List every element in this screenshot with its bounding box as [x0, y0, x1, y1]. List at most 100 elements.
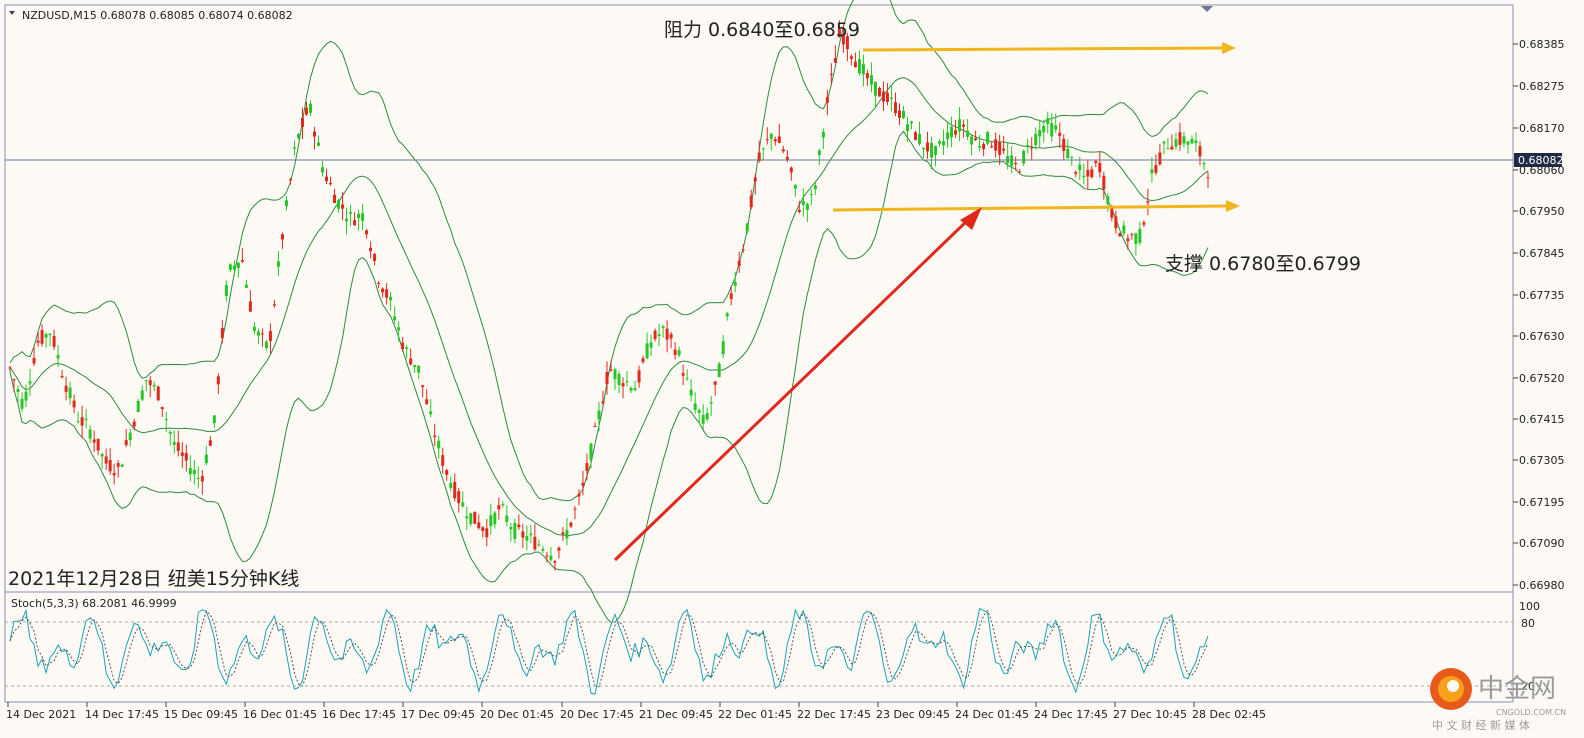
brand-name: 中金网 — [1478, 674, 1556, 704]
candle-body — [841, 34, 845, 45]
resistance-label: 阻力 0.6840至0.6859 — [664, 19, 860, 41]
candle-body — [817, 150, 821, 156]
candle-body — [341, 204, 345, 209]
time-tick-label: 14 Dec 17:45 — [85, 708, 159, 721]
candle-body — [1150, 169, 1154, 174]
candle-body — [321, 167, 325, 173]
candle-body — [260, 333, 264, 335]
candle-body — [529, 533, 533, 536]
candle-body — [1110, 207, 1114, 218]
candle-body — [329, 183, 333, 185]
time-tick-label: 20 Dec 17:45 — [560, 708, 634, 721]
candle-body — [481, 527, 485, 532]
candle-body — [1130, 234, 1134, 236]
candle-body — [978, 146, 982, 148]
candle-body — [517, 524, 521, 528]
price-tick-label: 0.67630 — [1519, 330, 1565, 343]
stoch-label: Stoch(5,3,3) 68.2081 46.9999 — [11, 597, 177, 610]
candle-body — [609, 369, 613, 371]
candle-body — [633, 388, 637, 391]
candle-body — [12, 379, 16, 381]
candle-body — [345, 218, 349, 222]
candle-body — [501, 503, 505, 506]
candle-body — [829, 73, 833, 75]
candle-body — [56, 355, 60, 359]
candle-body — [970, 136, 974, 145]
candle-body — [745, 223, 749, 232]
candle-body — [998, 142, 1002, 155]
candle-body — [168, 431, 172, 434]
candle-body — [877, 87, 881, 97]
candle-body — [465, 516, 469, 519]
time-tick-label: 17 Dec 09:45 — [401, 708, 475, 721]
candle-body — [757, 152, 761, 162]
candle-body — [1086, 170, 1090, 177]
candle-body — [930, 143, 934, 158]
price-tick-label: 0.68385 — [1519, 38, 1565, 51]
candle-body — [1018, 171, 1022, 173]
candle-body — [821, 131, 825, 138]
candle-body — [533, 536, 537, 550]
candle-body — [521, 531, 525, 538]
shift-marker-icon[interactable] — [1201, 6, 1213, 12]
candle-body — [381, 288, 385, 293]
candle-body — [942, 141, 946, 146]
candle-body — [1046, 118, 1050, 125]
candle-body — [1002, 148, 1006, 151]
candle-body — [1170, 146, 1174, 150]
candle-body — [208, 440, 212, 446]
candle-body — [1078, 164, 1082, 171]
candle-body — [64, 385, 68, 392]
candle-body — [1114, 216, 1118, 229]
candle-body — [629, 387, 633, 391]
candle-body — [1094, 161, 1098, 164]
candle-body — [761, 148, 765, 150]
time-tick-label: 20 Dec 01:45 — [480, 708, 554, 721]
candle-body — [573, 508, 577, 510]
price-tick-label: 0.67195 — [1519, 496, 1565, 509]
candle-body — [641, 358, 645, 362]
candle-body — [196, 477, 200, 479]
candle-body — [100, 453, 104, 457]
candle-body — [104, 456, 108, 464]
candle-body — [108, 460, 112, 472]
candle-body — [365, 230, 369, 235]
stoch-panel[interactable] — [4, 591, 1514, 703]
candle-body — [537, 544, 541, 546]
candle-body — [84, 418, 88, 421]
candle-body — [204, 454, 208, 464]
candle-body — [276, 261, 280, 267]
candle-body — [857, 59, 861, 74]
candle-body — [873, 81, 877, 96]
collapse-triangle-icon[interactable] — [9, 11, 15, 15]
candle-body — [1022, 150, 1026, 164]
candle-body — [1066, 148, 1070, 159]
price-tick-label: 0.67735 — [1519, 289, 1565, 302]
price-tick-label: 0.66980 — [1519, 579, 1565, 592]
stoch-level-80: 80 — [1521, 617, 1535, 630]
candle-body — [1082, 175, 1086, 178]
candle-body — [1054, 125, 1058, 130]
candle-body — [1074, 171, 1078, 174]
candle-body — [457, 491, 461, 504]
candle-body — [545, 555, 549, 557]
candle-body — [1026, 144, 1030, 147]
candle-body — [1050, 123, 1054, 137]
time-tick-label: 22 Dec 17:45 — [797, 708, 871, 721]
candle-body — [32, 358, 36, 364]
candle-body — [469, 513, 473, 525]
candle-body — [1070, 156, 1074, 158]
candle-body — [112, 473, 116, 476]
candle-body — [950, 126, 954, 138]
candle-body — [962, 124, 966, 127]
candle-body — [613, 369, 617, 380]
candle-body — [493, 512, 497, 525]
candle-body — [72, 400, 76, 408]
candle-body — [705, 413, 709, 420]
price-tick-label: 0.67845 — [1519, 247, 1565, 260]
main-chart-panel[interactable] — [4, 4, 1514, 593]
time-tick-label: 16 Dec 17:45 — [322, 708, 396, 721]
candle-body — [80, 417, 84, 426]
candle-body — [172, 442, 176, 445]
candle-body — [116, 463, 120, 467]
